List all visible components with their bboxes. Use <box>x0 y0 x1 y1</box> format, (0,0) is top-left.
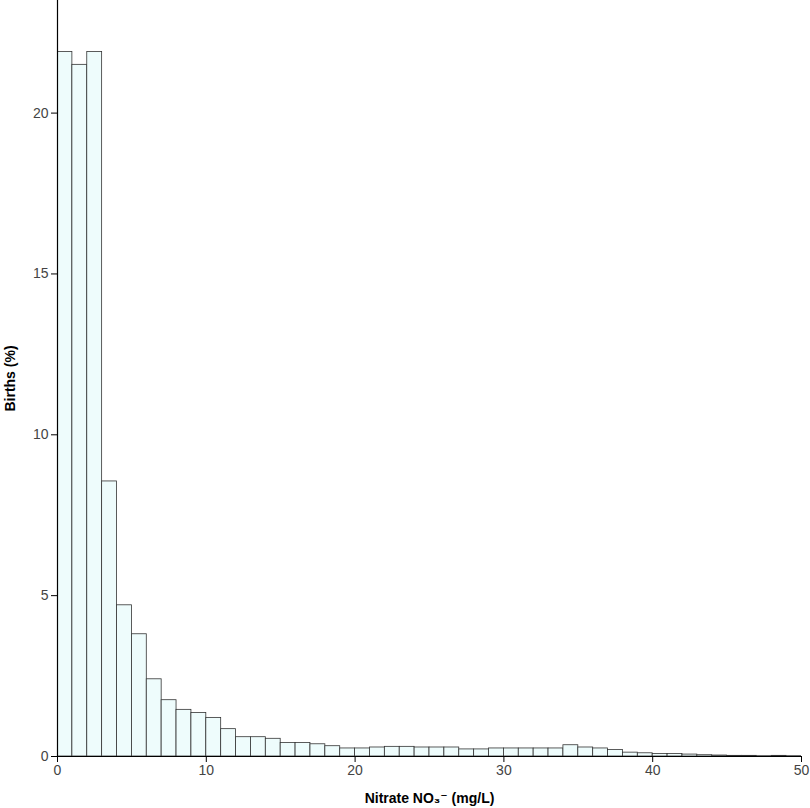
svg-text:5: 5 <box>41 587 49 603</box>
svg-text:30: 30 <box>496 762 512 778</box>
svg-text:Nitrate NO₃⁻ (mg/L): Nitrate NO₃⁻ (mg/L) <box>365 790 495 806</box>
svg-text:20: 20 <box>347 762 363 778</box>
svg-text:Births (%): Births (%) <box>2 345 18 411</box>
svg-text:0: 0 <box>41 748 49 764</box>
svg-text:0: 0 <box>54 762 62 778</box>
svg-text:10: 10 <box>199 762 215 778</box>
svg-text:20: 20 <box>33 105 49 121</box>
svg-text:50: 50 <box>794 762 810 778</box>
svg-text:15: 15 <box>33 265 49 281</box>
svg-text:10: 10 <box>33 426 49 442</box>
svg-text:40: 40 <box>645 762 661 778</box>
